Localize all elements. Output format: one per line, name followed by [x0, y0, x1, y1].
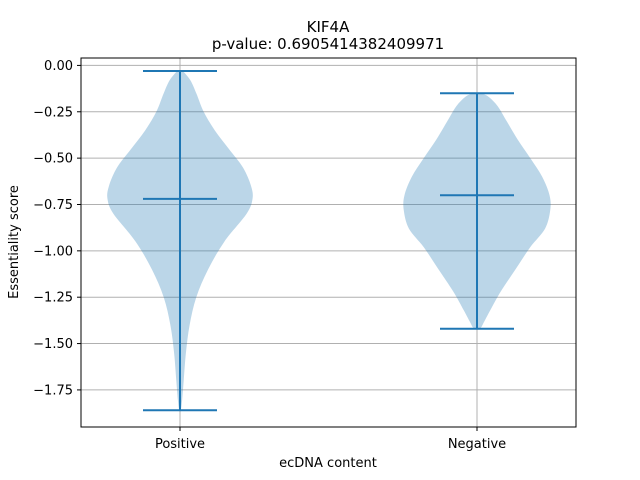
y-tick-label: −0.75 [33, 198, 73, 213]
x-axis-label: ecDNA content [279, 456, 377, 471]
y-tick-label: −1.50 [33, 337, 73, 352]
y-axis-ticks: 0.00 −0.25 −0.50 −0.75 −1.00 −1.25 −1.50 −1.75 [33, 59, 81, 398]
y-tick-label: −0.50 [33, 152, 73, 167]
y-tick-label: −1.00 [33, 244, 73, 259]
y-tick-label: −1.75 [33, 383, 73, 398]
x-tick-label: Positive [155, 437, 205, 452]
plot-frame [80, 57, 577, 428]
y-tick-label: −0.25 [33, 105, 73, 120]
y-axis-label: Essentiality score [7, 185, 22, 299]
y-tick-label: −1.25 [33, 291, 73, 306]
y-tick-label: 0.00 [44, 59, 73, 74]
x-tick-label: Negative [448, 437, 506, 452]
x-axis-ticks: Positive Negative [155, 427, 506, 452]
chart-subtitle: p-value: 0.6905414382409971 [212, 35, 444, 53]
chart-title: KIF4A [307, 18, 350, 36]
violin-stat-lines [143, 69, 514, 412]
